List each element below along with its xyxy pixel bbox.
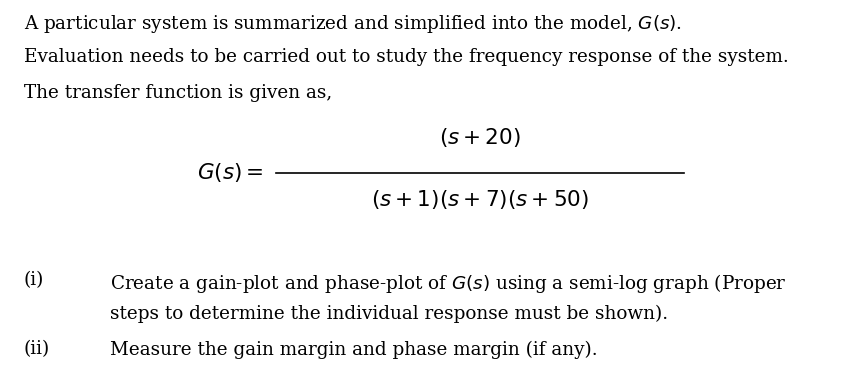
Text: (ii): (ii): [24, 340, 50, 358]
Text: A particular system is summarized and simplified into the model, $G(s)$.: A particular system is summarized and si…: [24, 13, 682, 35]
Text: The transfer function is given as,: The transfer function is given as,: [24, 84, 332, 102]
Text: $G(s) =$: $G(s) =$: [197, 161, 264, 185]
Text: (i): (i): [24, 272, 44, 289]
Text: $(s + 20)$: $(s + 20)$: [439, 126, 521, 149]
Text: steps to determine the individual response must be shown).: steps to determine the individual respon…: [110, 304, 669, 323]
Text: Measure the gain margin and phase margin (if any).: Measure the gain margin and phase margin…: [110, 340, 598, 359]
Text: $(s + 1)(s + 7)(s + 50)$: $(s + 1)(s + 7)(s + 50)$: [371, 188, 589, 211]
Text: Create a gain-plot and phase-plot of $G(s)$ using a semi-log graph (Proper: Create a gain-plot and phase-plot of $G(…: [110, 272, 787, 295]
Text: Evaluation needs to be carried out to study the frequency response of the system: Evaluation needs to be carried out to st…: [24, 48, 789, 66]
